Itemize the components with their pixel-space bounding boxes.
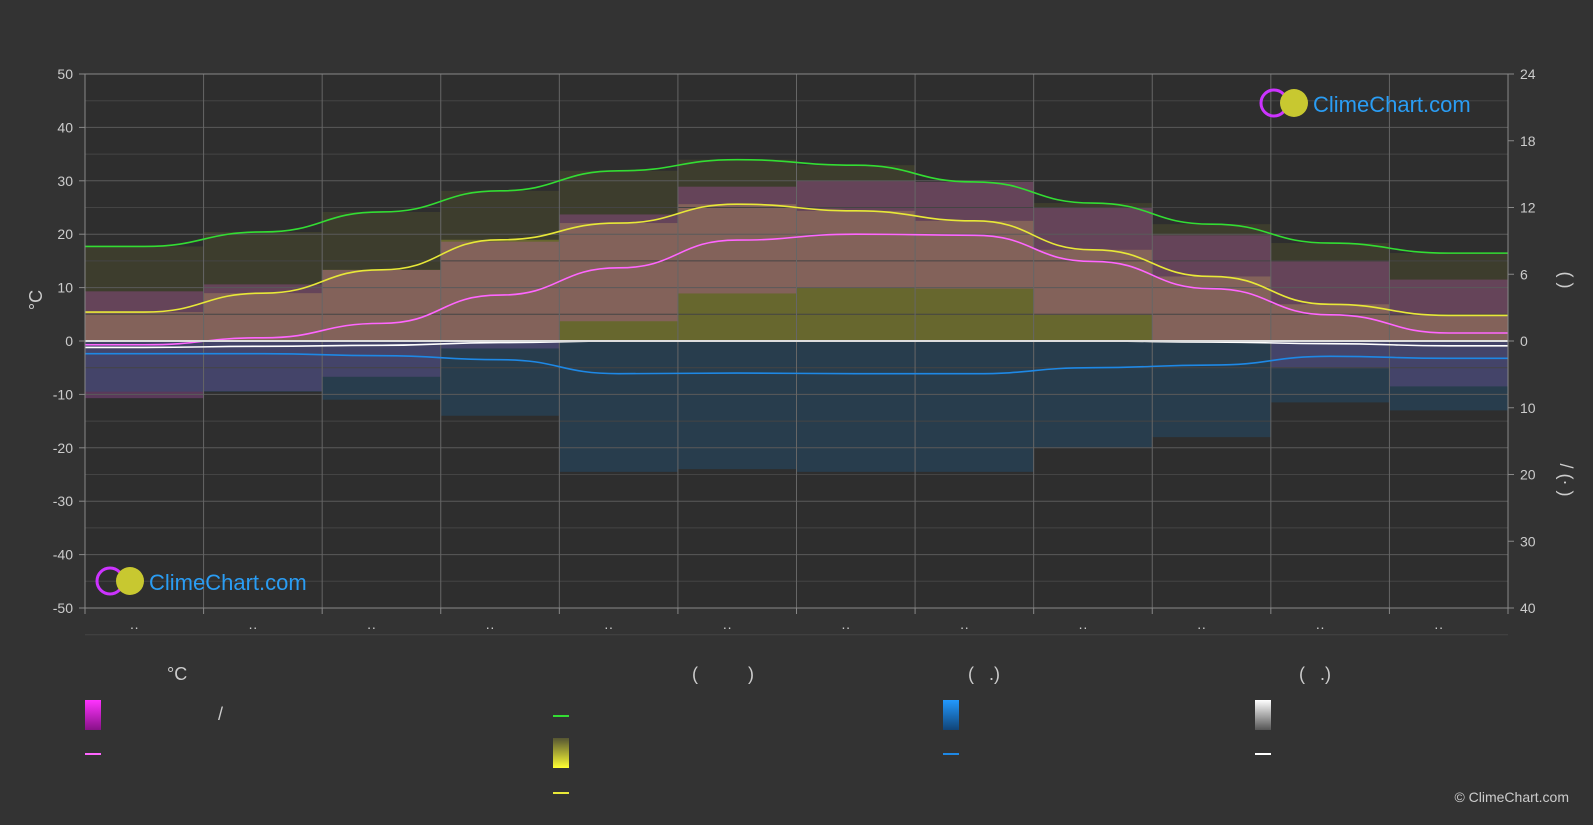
rain-band: [1270, 341, 1390, 403]
sunshine-band: [559, 223, 678, 341]
sunshine-band: [85, 312, 204, 341]
month-label: ··: [1197, 619, 1206, 635]
rain-band: [559, 341, 678, 472]
legend-snow-swatch: [1255, 700, 1271, 730]
legend-rain-head: ( .): [968, 664, 1000, 684]
sunshine-band: [677, 204, 797, 341]
left-tick-label: 10: [57, 280, 73, 296]
series-lines: [84, 158, 1509, 375]
right-bottom-tick-label: 40: [1520, 600, 1536, 616]
left-axis-title: °C: [26, 290, 46, 310]
right-axis-top-title: ( ): [1556, 272, 1576, 289]
left-tick-label: -10: [53, 386, 73, 402]
rain-band: [915, 341, 1034, 472]
legend-temp-head: °C: [167, 664, 188, 684]
logo-bottom[interactable]: ClimeChart.com: [95, 566, 307, 596]
copyright[interactable]: © ClimeChart.com: [1454, 789, 1569, 805]
sunshine-line: [85, 203, 1508, 317]
legend-rain-swatch: [943, 700, 959, 730]
daylight-line: [85, 158, 1508, 254]
legend-daylight-swatch: [553, 715, 569, 717]
month-label: ··: [130, 619, 139, 635]
month-label: ··: [367, 619, 376, 635]
sunshine-band: [440, 239, 560, 341]
left-tick-label: 20: [57, 226, 73, 242]
right-bottom-tick-label: 20: [1520, 467, 1536, 483]
right-bottom-tick-label: 30: [1520, 533, 1536, 549]
right-top-tick-label: 12: [1520, 200, 1536, 216]
logo-top[interactable]: ClimeChart.com: [1259, 88, 1471, 118]
legend-temp-range-swatch: [85, 700, 101, 730]
left-tick-label: 0: [65, 333, 73, 349]
month-label: ··: [248, 619, 257, 635]
right-top-tick-label: 18: [1520, 133, 1536, 149]
month-label: ··: [485, 619, 494, 635]
rain-band: [796, 341, 916, 472]
left-tick-label: -40: [53, 547, 73, 563]
legend-temp-range-label: /: [218, 704, 224, 724]
left-tick-label: -30: [53, 493, 73, 509]
month-label: ··: [1078, 619, 1087, 635]
sunshine-band: [203, 293, 323, 341]
left-tick-label: 30: [57, 173, 73, 189]
temp_mean-line: [85, 233, 1509, 346]
legend-snow-mean-swatch: [1255, 753, 1271, 755]
legend-sunshine-swatch: [553, 738, 569, 768]
rain-band: [85, 341, 204, 392]
sunshine-band: [322, 269, 441, 341]
rain-band: [440, 341, 560, 416]
left-tick-label: -50: [53, 600, 73, 616]
month-label: ··: [604, 619, 613, 635]
right-top-tick-label: 0: [1520, 333, 1528, 349]
logo-sun-icon: [1280, 89, 1308, 117]
rain-line: [84, 352, 1508, 375]
sunshine-band: [796, 210, 916, 341]
right-axis-bottom-title: / (· ): [1556, 464, 1576, 497]
rain-band: [322, 341, 441, 400]
plot-frame: [84, 73, 1509, 609]
month-label: ··: [723, 619, 732, 635]
sunshine-band: [1033, 249, 1153, 341]
logo-bottom-text: ClimeChart.com: [149, 570, 307, 595]
right-top-tick-label: 6: [1520, 266, 1528, 282]
legend-rain-mean-swatch: [943, 753, 959, 755]
month-label: ··: [841, 619, 850, 635]
rain-band: [1389, 341, 1508, 411]
left-tick-label: -20: [53, 440, 73, 456]
left-tick-label: 50: [57, 66, 73, 82]
rain-band: [677, 341, 797, 470]
rain-band: [203, 341, 323, 392]
legend-sun-head: ( ): [692, 664, 754, 684]
left-tick-label: 40: [57, 119, 73, 135]
sunshine-band: [1389, 315, 1508, 341]
right-bottom-tick-label: 10: [1520, 400, 1536, 416]
month-label: ··: [1315, 619, 1324, 635]
logo-top-text: ClimeChart.com: [1313, 92, 1471, 117]
sunshine-band: [1270, 304, 1390, 341]
legend-snow-head: ( .): [1299, 664, 1331, 684]
logo-sun-icon: [116, 567, 144, 595]
month-label: ··: [1434, 619, 1443, 635]
legend-temp-mean-swatch: [85, 753, 101, 755]
rain-band: [1152, 341, 1271, 438]
month-label: ··: [960, 619, 969, 635]
right-top-tick-label: 24: [1520, 66, 1536, 82]
legend-sunshine-mean-swatch: [553, 792, 569, 794]
axes: 50 40 30 20 10 0 -10 -20 -30 -40 -50 24 18 12 6 0 10 20 30…: [53, 66, 1536, 635]
